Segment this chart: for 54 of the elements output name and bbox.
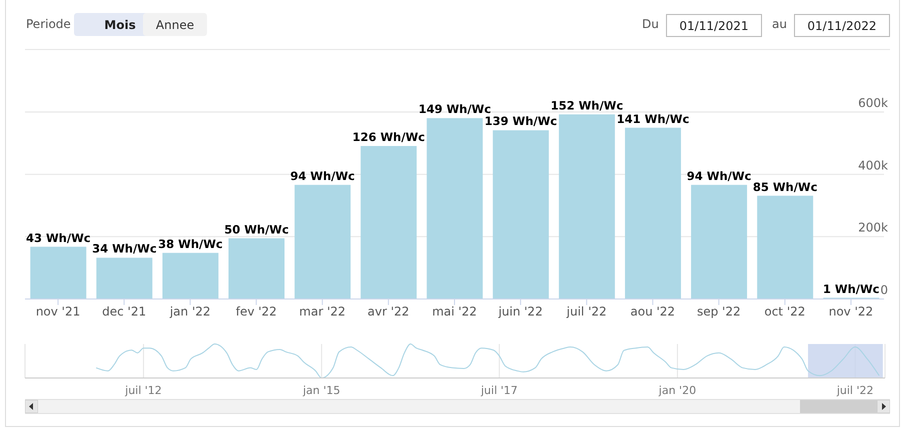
x-tick-label: aou '22 xyxy=(630,304,676,319)
bar xyxy=(558,114,615,299)
x-tick-label: oct '22 xyxy=(764,304,806,319)
x-tick-label: juil '22 xyxy=(566,304,607,319)
bar xyxy=(624,128,681,299)
text: 01/11/2022 xyxy=(794,14,890,37)
data-label: 126 Wh/Wc xyxy=(352,130,426,144)
x-tick-label: fev '22 xyxy=(236,304,277,319)
x-tick-label: mai '22 xyxy=(432,304,477,319)
x-tick-label: juil '22 xyxy=(836,384,874,397)
bar xyxy=(691,184,748,299)
data-label: 85 Wh/Wc xyxy=(752,180,818,194)
data-label: 50 Wh/Wc xyxy=(224,222,289,236)
bar xyxy=(294,184,351,299)
text: 01/11/2021 xyxy=(666,14,762,37)
text: Annee xyxy=(143,13,207,36)
bar xyxy=(360,146,417,299)
data-label: 141 Wh/Wc xyxy=(616,112,690,126)
bar xyxy=(30,246,86,299)
x-tick-label: jan '20 xyxy=(658,384,696,397)
x-tick-label: juil '17 xyxy=(480,384,518,397)
data-label: 43 Wh/Wc xyxy=(26,230,91,245)
bar xyxy=(162,252,218,299)
bar xyxy=(426,118,483,299)
x-tick-label: mar '22 xyxy=(299,304,346,319)
data-label: 1 Wh/Wc xyxy=(822,282,880,296)
bar xyxy=(228,238,285,299)
data-label: 34 Wh/Wc xyxy=(92,242,157,256)
x-tick-label: jan '22 xyxy=(168,304,211,319)
x-tick-label: sep '22 xyxy=(696,304,741,319)
bar xyxy=(757,196,814,299)
data-label: 94 Wh/Wc xyxy=(686,168,752,183)
x-tick-label: avr '22 xyxy=(368,304,410,319)
data-label: 139 Wh/Wc xyxy=(484,114,558,128)
y2-tick-label: 600k xyxy=(858,96,888,110)
text: au xyxy=(772,17,787,31)
y2-tick-label: 400k xyxy=(858,158,888,172)
text: Periode xyxy=(26,17,71,31)
x-tick-label: juil '12 xyxy=(124,384,162,397)
x-tick-label: juin '22 xyxy=(497,304,543,319)
data-label: 149 Wh/Wc xyxy=(418,102,492,116)
text: Mois xyxy=(104,18,136,32)
x-tick-label: jan '15 xyxy=(302,384,340,397)
y2-tick-label: 200k xyxy=(858,220,888,235)
bar xyxy=(492,130,549,299)
text: Du xyxy=(642,17,659,31)
data-label: 38 Wh/Wc xyxy=(158,236,223,251)
x-tick-label: dec '21 xyxy=(102,304,146,319)
data-label: 152 Wh/Wc xyxy=(550,98,624,112)
bar xyxy=(96,258,152,299)
data-label: 94 Wh/Wc xyxy=(290,168,356,183)
x-tick-label: nov '22 xyxy=(828,304,874,319)
y2-tick-label: 0 xyxy=(880,283,888,297)
x-tick-label: nov '21 xyxy=(36,304,80,319)
